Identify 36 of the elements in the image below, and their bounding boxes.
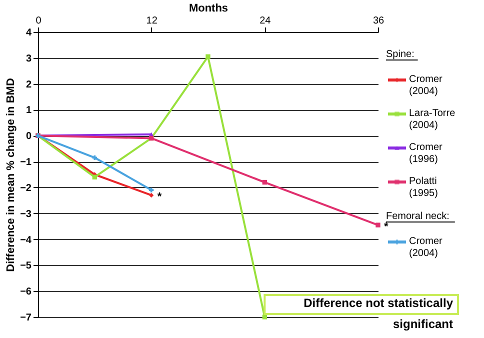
x-tick-label: 24 [260, 16, 272, 26]
x-axis-title: Months [188, 2, 228, 14]
y-axis-title: Difference in mean % change in BMD [5, 78, 18, 272]
y-tick-label: −5 [20, 260, 32, 272]
point [376, 222, 380, 228]
legend-label: Cromer (1996) [409, 142, 444, 165]
legend-label: Polatti (1995) [409, 176, 438, 199]
y-tick-label: −6 [20, 286, 32, 298]
y-tick-label: 0 [26, 131, 32, 142]
legend-label: Cromer (2004) [409, 74, 444, 97]
y-tick-label: −1 [20, 157, 32, 168]
text: Spine: [386, 49, 414, 60]
point [148, 188, 154, 192]
y-tick-label: 2 [26, 79, 32, 90]
y-tick-label: −7 [20, 312, 32, 324]
point [92, 174, 98, 180]
point [262, 180, 268, 185]
y-tick-label: −2 [20, 182, 32, 194]
annotation: Difference not statistically significant [304, 296, 454, 331]
x-tick-label: 0 [36, 16, 42, 26]
y-tick-label: −3 [20, 208, 32, 220]
y-tick-label: −4 [20, 234, 32, 246]
annotation: * [384, 221, 389, 234]
text: Femoral neck: [386, 211, 450, 222]
point [148, 192, 154, 198]
y-tick-label: 3 [26, 53, 32, 64]
y-tick-label: 1 [26, 105, 32, 116]
x-tick-label: 36 [372, 16, 384, 26]
point [92, 155, 98, 160]
legend-label: Lara-Torre (2004) [409, 108, 456, 131]
point [262, 314, 268, 320]
point [206, 54, 210, 59]
x-tick-label: 12 [146, 16, 158, 26]
legend-label: Cromer (2004) [409, 236, 444, 259]
annotation: * [157, 191, 162, 204]
y-tick-label: 4 [26, 28, 32, 38]
